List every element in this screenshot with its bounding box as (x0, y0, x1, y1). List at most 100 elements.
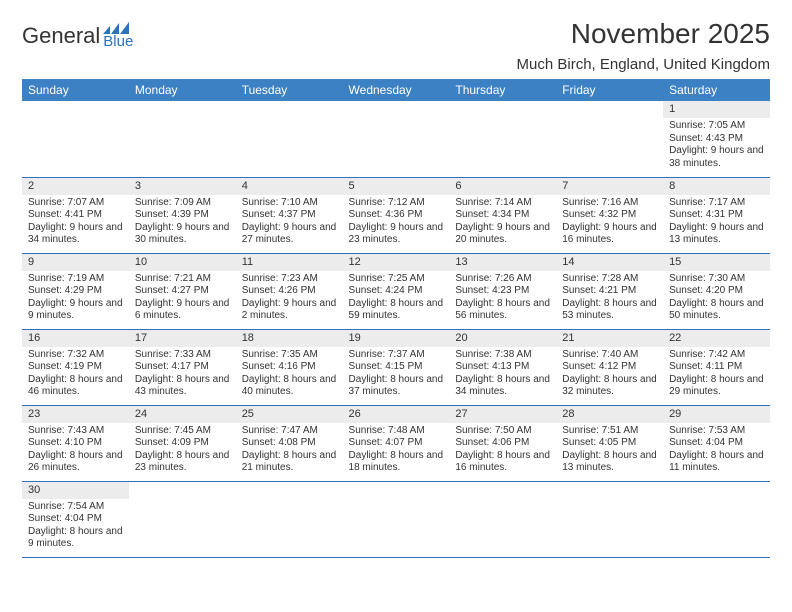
day-details: Sunrise: 7:35 AMSunset: 4:16 PMDaylight:… (236, 347, 343, 403)
daylight-line: Daylight: 8 hours and 43 minutes. (135, 374, 230, 399)
day-number: 2 (22, 178, 129, 195)
day-header: Saturday (663, 79, 770, 101)
sunset-line: Sunset: 4:32 PM (562, 209, 657, 222)
daylight-line: Daylight: 8 hours and 46 minutes. (28, 374, 123, 399)
day-number: 21 (556, 330, 663, 347)
day-number: 23 (22, 406, 129, 423)
daylight-line: Daylight: 8 hours and 21 minutes. (242, 450, 337, 475)
sunset-line: Sunset: 4:15 PM (349, 361, 444, 374)
day-details: Sunrise: 7:33 AMSunset: 4:17 PMDaylight:… (129, 347, 236, 403)
sunrise-line: Sunrise: 7:26 AM (455, 273, 550, 286)
daylight-line: Daylight: 8 hours and 18 minutes. (349, 450, 444, 475)
calendar-day-cell: 2Sunrise: 7:07 AMSunset: 4:41 PMDaylight… (22, 177, 129, 253)
calendar-day-cell: 12Sunrise: 7:25 AMSunset: 4:24 PMDayligh… (343, 253, 450, 329)
calendar-day-cell: 22Sunrise: 7:42 AMSunset: 4:11 PMDayligh… (663, 329, 770, 405)
sunrise-line: Sunrise: 7:42 AM (669, 349, 764, 362)
day-details: Sunrise: 7:48 AMSunset: 4:07 PMDaylight:… (343, 423, 450, 479)
day-details: Sunrise: 7:09 AMSunset: 4:39 PMDaylight:… (129, 195, 236, 251)
sunset-line: Sunset: 4:04 PM (28, 513, 123, 526)
sunset-line: Sunset: 4:06 PM (455, 437, 550, 450)
daylight-line: Daylight: 8 hours and 11 minutes. (669, 450, 764, 475)
daylight-line: Daylight: 9 hours and 16 minutes. (562, 222, 657, 247)
sunrise-line: Sunrise: 7:10 AM (242, 197, 337, 210)
day-number: 14 (556, 254, 663, 271)
calendar-day-cell: 5Sunrise: 7:12 AMSunset: 4:36 PMDaylight… (343, 177, 450, 253)
daylight-line: Daylight: 9 hours and 38 minutes. (669, 145, 764, 170)
sunset-line: Sunset: 4:39 PM (135, 209, 230, 222)
sunrise-line: Sunrise: 7:35 AM (242, 349, 337, 362)
daylight-line: Daylight: 9 hours and 13 minutes. (669, 222, 764, 247)
daylight-line: Daylight: 9 hours and 20 minutes. (455, 222, 550, 247)
day-number: 24 (129, 406, 236, 423)
calendar-day-cell: 25Sunrise: 7:47 AMSunset: 4:08 PMDayligh… (236, 405, 343, 481)
daylight-line: Daylight: 9 hours and 27 minutes. (242, 222, 337, 247)
calendar-day-cell: 7Sunrise: 7:16 AMSunset: 4:32 PMDaylight… (556, 177, 663, 253)
day-details: Sunrise: 7:32 AMSunset: 4:19 PMDaylight:… (22, 347, 129, 403)
logo: General Blue (22, 18, 133, 49)
day-header: Monday (129, 79, 236, 101)
title-block: November 2025 Much Birch, England, Unite… (517, 18, 770, 73)
calendar-day-cell: 26Sunrise: 7:48 AMSunset: 4:07 PMDayligh… (343, 405, 450, 481)
day-details: Sunrise: 7:43 AMSunset: 4:10 PMDaylight:… (22, 423, 129, 479)
day-number: 9 (22, 254, 129, 271)
daylight-line: Daylight: 9 hours and 6 minutes. (135, 298, 230, 323)
sunset-line: Sunset: 4:12 PM (562, 361, 657, 374)
day-number: 7 (556, 178, 663, 195)
month-title: November 2025 (517, 18, 770, 50)
sunrise-line: Sunrise: 7:05 AM (669, 120, 764, 133)
daylight-line: Daylight: 8 hours and 40 minutes. (242, 374, 337, 399)
page-header: General Blue November 2025 Much Birch, E… (22, 18, 770, 73)
sunrise-line: Sunrise: 7:23 AM (242, 273, 337, 286)
sunset-line: Sunset: 4:26 PM (242, 285, 337, 298)
calendar-day-cell (236, 101, 343, 177)
calendar-day-cell: 14Sunrise: 7:28 AMSunset: 4:21 PMDayligh… (556, 253, 663, 329)
day-header: Sunday (22, 79, 129, 101)
calendar-day-cell: 10Sunrise: 7:21 AMSunset: 4:27 PMDayligh… (129, 253, 236, 329)
sunset-line: Sunset: 4:21 PM (562, 285, 657, 298)
day-number: 26 (343, 406, 450, 423)
sunset-line: Sunset: 4:37 PM (242, 209, 337, 222)
day-details: Sunrise: 7:14 AMSunset: 4:34 PMDaylight:… (449, 195, 556, 251)
calendar-day-cell: 17Sunrise: 7:33 AMSunset: 4:17 PMDayligh… (129, 329, 236, 405)
sunset-line: Sunset: 4:08 PM (242, 437, 337, 450)
day-number: 3 (129, 178, 236, 195)
day-header: Friday (556, 79, 663, 101)
sunrise-line: Sunrise: 7:54 AM (28, 501, 123, 514)
day-number: 19 (343, 330, 450, 347)
sunset-line: Sunset: 4:27 PM (135, 285, 230, 298)
sunrise-line: Sunrise: 7:32 AM (28, 349, 123, 362)
calendar-day-cell (663, 481, 770, 557)
calendar-day-cell (449, 481, 556, 557)
calendar-day-cell: 13Sunrise: 7:26 AMSunset: 4:23 PMDayligh… (449, 253, 556, 329)
day-details: Sunrise: 7:16 AMSunset: 4:32 PMDaylight:… (556, 195, 663, 251)
daylight-line: Daylight: 9 hours and 9 minutes. (28, 298, 123, 323)
calendar-day-cell: 30Sunrise: 7:54 AMSunset: 4:04 PMDayligh… (22, 481, 129, 557)
calendar-day-cell: 24Sunrise: 7:45 AMSunset: 4:09 PMDayligh… (129, 405, 236, 481)
calendar-day-cell: 1Sunrise: 7:05 AMSunset: 4:43 PMDaylight… (663, 101, 770, 177)
sunrise-line: Sunrise: 7:17 AM (669, 197, 764, 210)
day-number: 4 (236, 178, 343, 195)
calendar-day-cell: 27Sunrise: 7:50 AMSunset: 4:06 PMDayligh… (449, 405, 556, 481)
sunset-line: Sunset: 4:05 PM (562, 437, 657, 450)
day-number: 30 (22, 482, 129, 499)
day-number: 13 (449, 254, 556, 271)
day-details: Sunrise: 7:40 AMSunset: 4:12 PMDaylight:… (556, 347, 663, 403)
sunset-line: Sunset: 4:04 PM (669, 437, 764, 450)
day-number: 20 (449, 330, 556, 347)
sunset-line: Sunset: 4:17 PM (135, 361, 230, 374)
logo-text-blue: Blue (103, 34, 133, 49)
calendar-day-cell: 8Sunrise: 7:17 AMSunset: 4:31 PMDaylight… (663, 177, 770, 253)
calendar-day-cell (129, 481, 236, 557)
day-details: Sunrise: 7:12 AMSunset: 4:36 PMDaylight:… (343, 195, 450, 251)
calendar-week-row: 2Sunrise: 7:07 AMSunset: 4:41 PMDaylight… (22, 177, 770, 253)
day-number: 11 (236, 254, 343, 271)
sunset-line: Sunset: 4:31 PM (669, 209, 764, 222)
daylight-line: Daylight: 8 hours and 26 minutes. (28, 450, 123, 475)
sunrise-line: Sunrise: 7:43 AM (28, 425, 123, 438)
day-details: Sunrise: 7:54 AMSunset: 4:04 PMDaylight:… (22, 499, 129, 555)
sunrise-line: Sunrise: 7:30 AM (669, 273, 764, 286)
day-details: Sunrise: 7:23 AMSunset: 4:26 PMDaylight:… (236, 271, 343, 327)
day-details: Sunrise: 7:42 AMSunset: 4:11 PMDaylight:… (663, 347, 770, 403)
day-number: 18 (236, 330, 343, 347)
daylight-line: Daylight: 8 hours and 34 minutes. (455, 374, 550, 399)
